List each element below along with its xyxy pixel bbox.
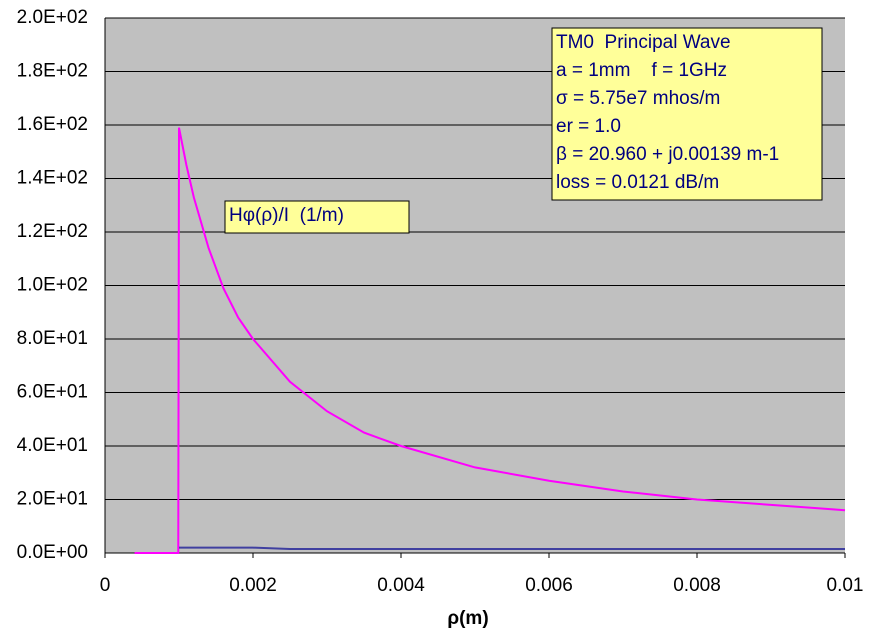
annotation-text: β = 20.960 + j0.00139 m-1 [556, 144, 779, 165]
y-tick-label: 1.2E+02 [17, 221, 88, 242]
annotation-box [551, 27, 823, 201]
x-tick-label: 0.01 [827, 575, 864, 596]
y-tick-label: 0.0E+00 [17, 542, 88, 563]
y-tick-label: 1.6E+02 [17, 114, 88, 135]
x-tick-label: 0.002 [229, 575, 277, 596]
x-tick-label: 0 [100, 575, 111, 596]
annotation-text: er = 1.0 [556, 116, 621, 137]
y-tick-label: 2.0E+02 [17, 7, 88, 28]
y-tick-label: 1.0E+02 [17, 275, 88, 296]
series-line [179, 546, 845, 550]
y-tick-label: 6.0E+01 [17, 382, 88, 403]
x-axis-title: ρ(m) [447, 608, 488, 629]
series-line [134, 127, 846, 554]
annotation-text: σ = 5.75e7 mhos/m [556, 88, 720, 109]
annotation-text: Hφ(ρ)/I (1/m) [229, 205, 344, 226]
annotation-text: TM0 Principal Wave [556, 32, 731, 53]
annotation-box [224, 200, 410, 234]
y-tick-label: 4.0E+01 [17, 435, 88, 456]
annotation-text: loss = 0.0121 dB/m [556, 172, 719, 193]
y-tick-label: 8.0E+01 [17, 328, 88, 349]
annotation-text: a = 1mm f = 1GHz [556, 60, 727, 81]
y-tick-label: 1.8E+02 [17, 61, 88, 82]
x-tick-label: 0.008 [673, 575, 721, 596]
y-tick-label: 1.4E+02 [17, 168, 88, 189]
y-tick-label: 2.0E+01 [17, 489, 88, 510]
x-tick-label: 0.004 [377, 575, 425, 596]
x-tick-label: 0.006 [525, 575, 573, 596]
